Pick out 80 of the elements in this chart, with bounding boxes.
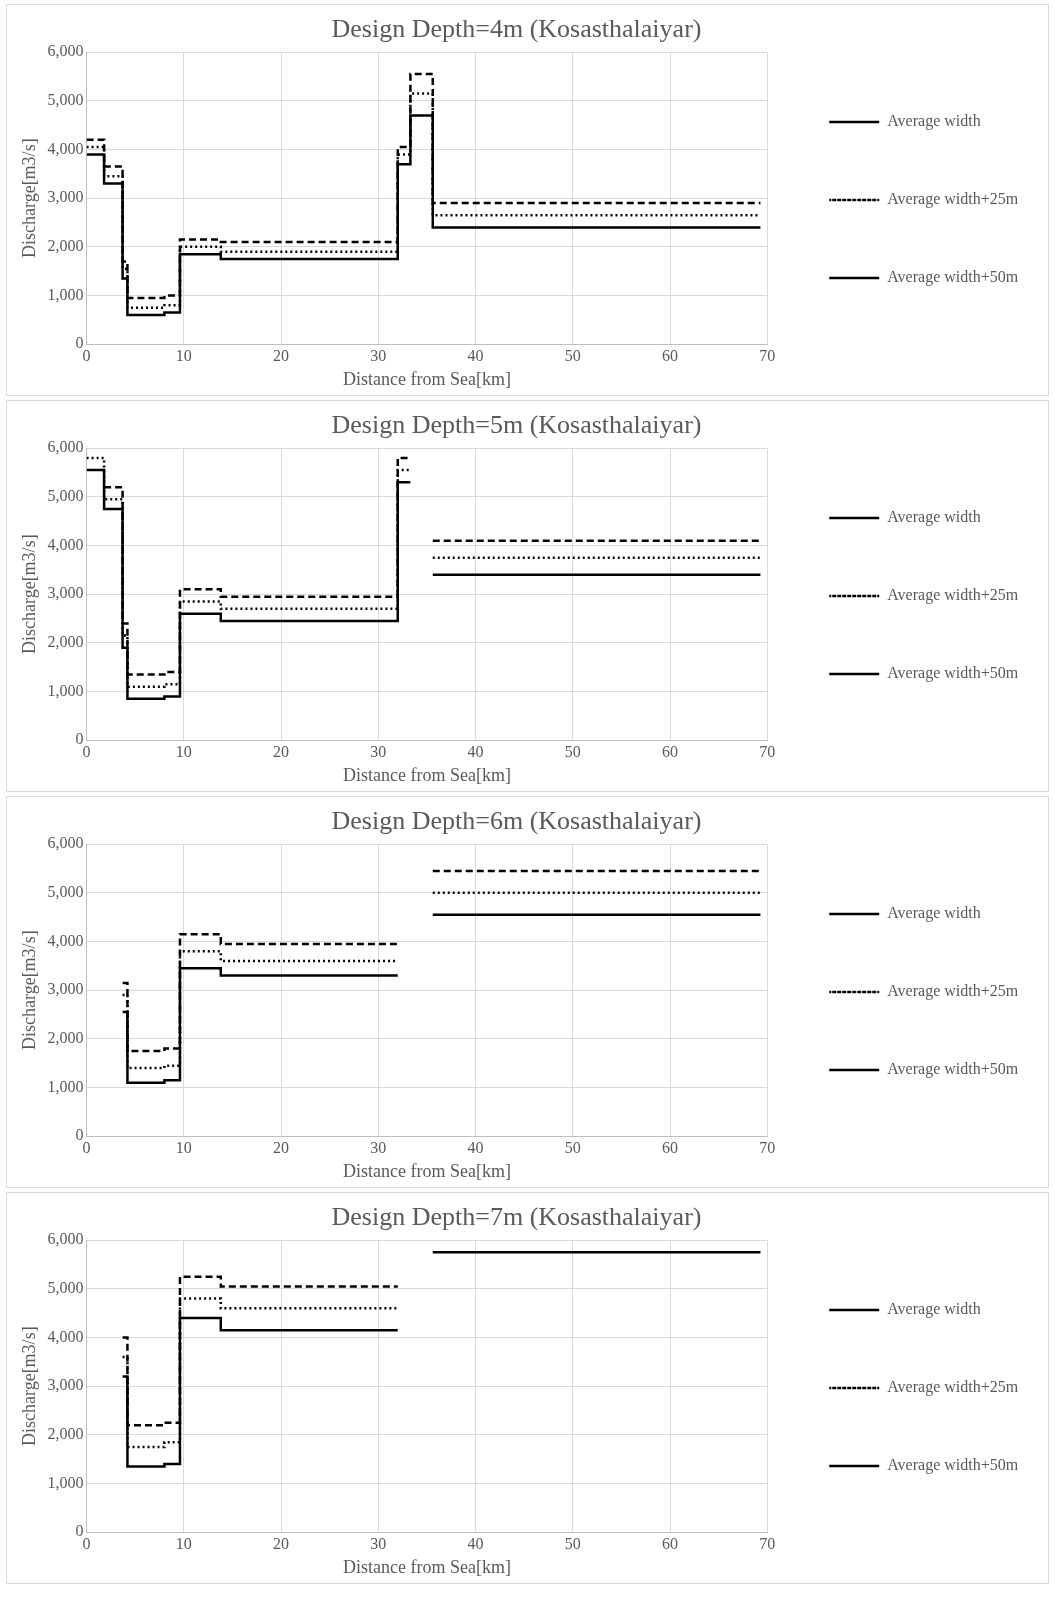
y-tick-label: 3,000 <box>47 980 84 998</box>
x-tick-label: 30 <box>370 1139 387 1156</box>
x-tick-label: 40 <box>467 347 484 364</box>
legend-label: Average width+50m <box>887 1060 1019 1079</box>
y-tick-label: 1,000 <box>47 285 84 303</box>
x-tick-label: 60 <box>662 743 679 760</box>
x-tick-label: 10 <box>175 1139 192 1156</box>
y-tick-label: 1,000 <box>47 1077 84 1095</box>
x-tick-label: 70 <box>759 347 776 364</box>
chart-title: Design Depth=5m (Kosasthalaiyar) <box>331 410 702 440</box>
y-tick-label: 1,000 <box>47 681 84 699</box>
y-tick-label: 5,000 <box>47 883 84 901</box>
x-axis-title: Distance from Sea[km] <box>342 1160 511 1181</box>
y-tick-label: 0 <box>75 1126 84 1144</box>
y-axis-title: Discharge[m3/s] <box>18 138 39 259</box>
x-tick-label: 70 <box>759 743 776 760</box>
y-tick-label: 5,000 <box>47 487 84 505</box>
x-tick-label: 30 <box>370 1535 387 1552</box>
legend-label: Average width+50m <box>887 1456 1019 1475</box>
y-tick-label: 2,000 <box>47 1425 84 1443</box>
y-axis-title: Discharge[m3/s] <box>18 534 39 655</box>
y-tick-label: 4,000 <box>47 1327 84 1345</box>
y-tick-label: 3,000 <box>47 584 84 602</box>
x-tick-label: 10 <box>175 347 192 364</box>
y-tick-label: 2,000 <box>47 237 84 255</box>
x-tick-label: 30 <box>370 347 387 364</box>
x-tick-label: 30 <box>370 743 387 760</box>
chart-title: Design Depth=4m (Kosasthalaiyar) <box>331 14 702 44</box>
x-tick-label: 20 <box>273 1139 290 1156</box>
y-tick-label: 5,000 <box>47 91 84 109</box>
y-tick-label: 0 <box>75 334 84 352</box>
x-axis-title: Distance from Sea[km] <box>342 368 511 389</box>
y-tick-label: 6,000 <box>47 1230 84 1248</box>
x-tick-label: 50 <box>564 743 581 760</box>
x-tick-label: 20 <box>273 347 290 364</box>
y-tick-label: 3,000 <box>47 1376 84 1394</box>
x-tick-label: 40 <box>467 743 484 760</box>
y-tick-label: 0 <box>75 730 84 748</box>
y-tick-label: 3,000 <box>47 188 84 206</box>
legend-label: Average width+25m <box>887 190 1019 209</box>
legend-label: Average width <box>887 112 981 131</box>
legend-label: Average width+25m <box>887 586 1019 605</box>
y-tick-label: 5,000 <box>47 1279 84 1297</box>
y-axis-title: Discharge[m3/s] <box>18 930 39 1051</box>
x-axis-title: Distance from Sea[km] <box>342 764 511 785</box>
y-tick-label: 6,000 <box>47 438 84 456</box>
legend-label: Average width+25m <box>887 982 1019 1001</box>
legend-label: Average width+50m <box>887 268 1019 287</box>
y-tick-label: 4,000 <box>47 931 84 949</box>
y-tick-label: 1,000 <box>47 1473 84 1491</box>
x-tick-label: 40 <box>467 1535 484 1552</box>
legend-label: Average width <box>887 508 981 527</box>
x-axis-title: Distance from Sea[km] <box>342 1556 511 1577</box>
y-tick-label: 6,000 <box>47 834 84 852</box>
x-tick-label: 70 <box>759 1139 776 1156</box>
x-tick-label: 40 <box>467 1139 484 1156</box>
x-tick-label: 60 <box>662 347 679 364</box>
x-tick-label: 10 <box>175 1535 192 1552</box>
x-tick-label: 60 <box>662 1535 679 1552</box>
x-tick-label: 20 <box>273 743 290 760</box>
legend-label: Average width <box>887 904 981 923</box>
legend-label: Average width <box>887 1300 981 1319</box>
y-tick-label: 4,000 <box>47 535 84 553</box>
x-tick-label: 20 <box>273 1535 290 1552</box>
chart-title: Design Depth=7m (Kosasthalaiyar) <box>331 1202 702 1232</box>
y-tick-label: 2,000 <box>47 1029 84 1047</box>
x-tick-label: 70 <box>759 1535 776 1552</box>
x-tick-label: 50 <box>564 1535 581 1552</box>
x-tick-label: 50 <box>564 1139 581 1156</box>
y-tick-label: 4,000 <box>47 139 84 157</box>
x-tick-label: 60 <box>662 1139 679 1156</box>
chart-title: Design Depth=6m (Kosasthalaiyar) <box>331 806 702 836</box>
x-tick-label: 10 <box>175 743 192 760</box>
y-tick-label: 0 <box>75 1522 84 1540</box>
legend-label: Average width+25m <box>887 1378 1019 1397</box>
legend-label: Average width+50m <box>887 664 1019 683</box>
x-tick-label: 50 <box>564 347 581 364</box>
y-tick-label: 2,000 <box>47 633 84 651</box>
y-axis-title: Discharge[m3/s] <box>18 1326 39 1447</box>
y-tick-label: 6,000 <box>47 42 84 60</box>
